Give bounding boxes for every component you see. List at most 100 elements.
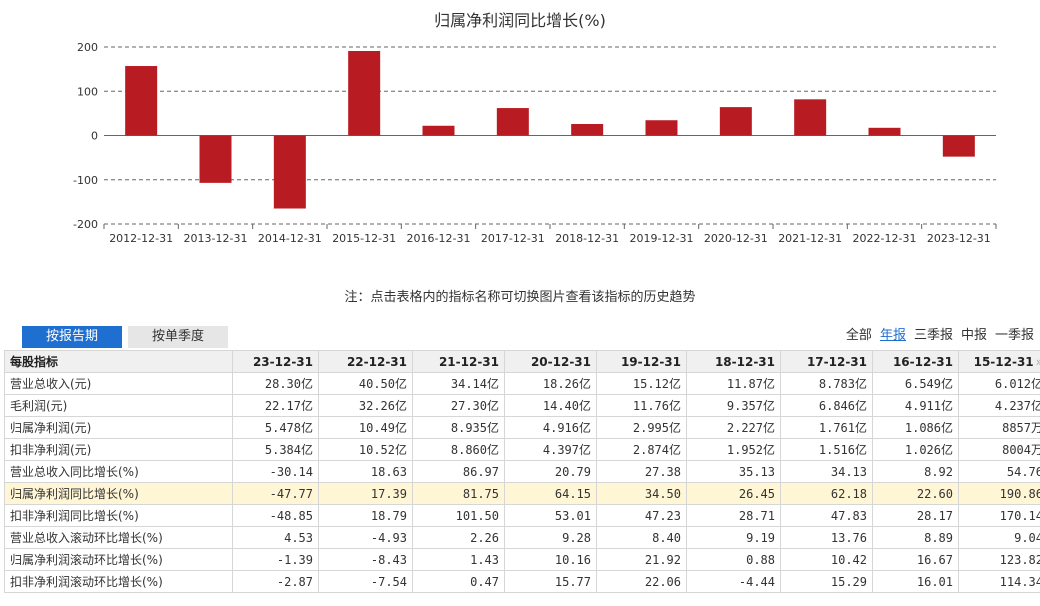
bar[interactable] xyxy=(868,127,901,136)
table-cell: -4.44 xyxy=(686,570,781,593)
bar[interactable] xyxy=(199,135,232,183)
table-cell: 9.357亿 xyxy=(686,394,781,417)
table-cell: 6.012亿 xyxy=(958,372,1040,395)
table-cell: 101.50 xyxy=(412,504,505,527)
row-label[interactable]: 毛利润(元) xyxy=(4,394,233,417)
header-col: 17-12-31 xyxy=(780,350,873,373)
table-row: 归属净利润滚动环比增长(%) -1.39 -8.43 1.43 10.16 21.92 0.… xyxy=(4,548,1040,571)
row-label[interactable]: 归属净利润(元) xyxy=(4,416,233,439)
row-label[interactable]: 营业总收入(元) xyxy=(4,372,233,395)
table-cell: -1.39 xyxy=(232,548,319,571)
table-cell: 11.87亿 xyxy=(686,372,781,395)
bar[interactable] xyxy=(125,66,158,136)
table-row: 营业总收入同比增长(%) -30.14 18.63 86.97 20.79 27.38 35… xyxy=(4,460,1040,483)
table-cell: 16.67 xyxy=(872,548,959,571)
table-cell: 114.34 xyxy=(958,570,1040,593)
table-cell: 4.911亿 xyxy=(872,394,959,417)
table-cell: 5.384亿 xyxy=(232,438,319,461)
table-cell: -30.14 xyxy=(232,460,319,483)
bar[interactable] xyxy=(273,135,306,209)
row-label[interactable]: 扣非净利润滚动环比增长(%) xyxy=(4,570,233,593)
header-col: 23-12-31 xyxy=(232,350,319,373)
bar[interactable] xyxy=(496,108,529,136)
table-cell: 4.916亿 xyxy=(504,416,597,439)
table-cell: 1.43 xyxy=(412,548,505,571)
table-cell: 2.227亿 xyxy=(686,416,781,439)
table-cell: 8004万 xyxy=(958,438,1040,461)
header-col: 20-12-31 xyxy=(504,350,597,373)
row-label[interactable]: 扣非净利润(元) xyxy=(4,438,233,461)
period-filter: 全部 年报 三季报 中报 一季报 xyxy=(846,324,1034,343)
table-cell: 10.52亿 xyxy=(318,438,413,461)
bar[interactable] xyxy=(645,120,678,136)
period-annual[interactable]: 年报 xyxy=(879,328,906,343)
table-cell: 34.14亿 xyxy=(412,372,505,395)
x-tick-label: 2012-12-31 xyxy=(109,232,173,245)
chart-title: 归属净利润同比增长(%) xyxy=(434,11,606,30)
period-interim[interactable]: 中报 xyxy=(960,328,987,343)
header-first: 每股指标 xyxy=(4,350,233,373)
row-label[interactable]: 营业总收入同比增长(%) xyxy=(4,460,233,483)
table-row: 营业总收入滚动环比增长(%) 4.53 -4.93 2.26 9.28 8.40 9.19 1… xyxy=(4,526,1040,549)
header-col: 21-12-31 xyxy=(412,350,505,373)
table-cell: 47.23 xyxy=(596,504,687,527)
table-cell: 8.89 xyxy=(872,526,959,549)
tab-by-report-period[interactable]: 按报告期 xyxy=(22,326,123,348)
table-cell: 20.79 xyxy=(504,460,597,483)
header-col: 15-12-31 xyxy=(973,354,1034,369)
table-cell: 35.13 xyxy=(686,460,781,483)
row-label[interactable]: 归属净利润滚动环比增长(%) xyxy=(4,548,233,571)
table-cell: 4.53 xyxy=(232,526,319,549)
table-cell: 1.761亿 xyxy=(780,416,873,439)
tab-by-quarter[interactable]: 按单季度 xyxy=(128,326,229,348)
table-row: 扣非净利润滚动环比增长(%) -2.87 -7.54 0.47 15.77 22.06 -4… xyxy=(4,570,1040,593)
table-row: 归属净利润同比增长(%) -47.77 17.39 81.75 64.15 34.50 26… xyxy=(4,482,1040,505)
table-cell: 14.40亿 xyxy=(504,394,597,417)
x-tick-label: 2016-12-31 xyxy=(407,232,471,245)
table-cell: 6.549亿 xyxy=(872,372,959,395)
table-cell: 15.29 xyxy=(780,570,873,593)
period-q3[interactable]: 三季报 xyxy=(913,328,953,343)
table-cell: 1.026亿 xyxy=(872,438,959,461)
table-cell: 13.76 xyxy=(780,526,873,549)
x-tick-label: 2018-12-31 xyxy=(555,232,619,245)
x-tick-label: 2022-12-31 xyxy=(853,232,917,245)
bar[interactable] xyxy=(719,107,752,136)
x-tick-label: 2023-12-31 xyxy=(927,232,991,245)
table-cell: -48.85 xyxy=(232,504,319,527)
table-cell: 22.60 xyxy=(872,482,959,505)
header-col: 18-12-31 xyxy=(686,350,781,373)
table-cell: 40.50亿 xyxy=(318,372,413,395)
growth-chart: 归属净利润同比增长(%) 200 100 0 -100 -200 2012-12-31 201… xyxy=(0,0,1040,262)
period-q1[interactable]: 一季报 xyxy=(994,328,1034,343)
bar[interactable] xyxy=(422,125,455,136)
table-cell: 10.16 xyxy=(504,548,597,571)
chevron-right-icon[interactable]: » xyxy=(1036,355,1040,369)
table-cell: 6.846亿 xyxy=(780,394,873,417)
bar[interactable] xyxy=(571,123,604,136)
table-cell: 2.26 xyxy=(412,526,505,549)
bar[interactable] xyxy=(348,50,381,136)
row-label[interactable]: 扣非净利润同比增长(%) xyxy=(4,504,233,527)
table-cell: 5.478亿 xyxy=(232,416,319,439)
table-cell: 9.04 xyxy=(958,526,1040,549)
table-cell: 123.82 xyxy=(958,548,1040,571)
table-cell: 4.237亿 xyxy=(958,394,1040,417)
bar[interactable] xyxy=(794,99,827,136)
table-cell: 8.92 xyxy=(872,460,959,483)
header-col-last: 15-12-31» xyxy=(958,350,1040,373)
row-label[interactable]: 营业总收入滚动环比增长(%) xyxy=(4,526,233,549)
table-cell: 10.42 xyxy=(780,548,873,571)
table-header-row: 每股指标 23-12-31 22-12-31 21-12-31 20-12-31… xyxy=(4,350,1040,373)
row-label[interactable]: 归属净利润同比增长(%) xyxy=(4,482,233,505)
table-cell: -8.43 xyxy=(318,548,413,571)
table-cell: -2.87 xyxy=(232,570,319,593)
bar[interactable] xyxy=(942,135,975,157)
table-cell: 34.50 xyxy=(596,482,687,505)
table-cell: -7.54 xyxy=(318,570,413,593)
report-type-tabs: 按报告期 按单季度 xyxy=(22,326,234,348)
table-cell: 1.516亿 xyxy=(780,438,873,461)
table-cell: 8857万 xyxy=(958,416,1040,439)
table-cell: 17.39 xyxy=(318,482,413,505)
period-all[interactable]: 全部 xyxy=(845,328,872,343)
